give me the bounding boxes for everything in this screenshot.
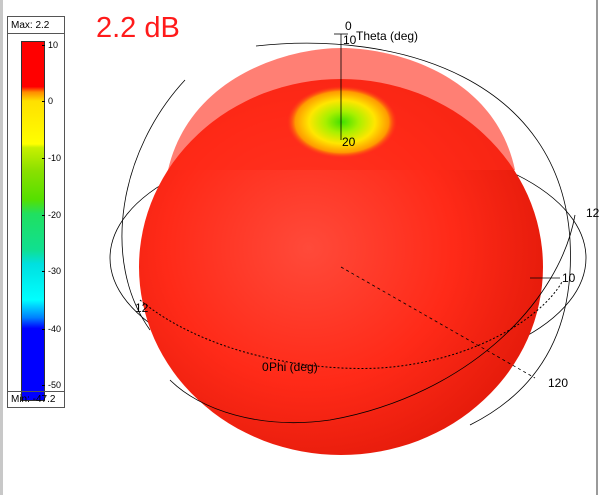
- legend-tick: -10: [41, 154, 61, 163]
- theta-ten-label: 10: [343, 33, 357, 47]
- phi-zero-label: 0: [262, 360, 269, 374]
- colorbar: [21, 41, 45, 401]
- phi-axis-label: Phi (deg): [269, 360, 318, 374]
- theta-20-label: 20: [342, 135, 356, 149]
- legend-divider-bottom: [8, 391, 64, 392]
- label-120-right: 120: [548, 376, 568, 390]
- legend-tick: 10: [41, 41, 58, 50]
- legend-tick: -40: [41, 325, 61, 334]
- theta-circle-back: [255, 42, 571, 426]
- legend-tick: 0: [41, 97, 53, 106]
- label-12-right: 12: [586, 206, 600, 220]
- label-10-right: 10: [562, 271, 576, 285]
- legend-min-label: Min: -47.2: [11, 394, 56, 405]
- label-12-left: 12: [135, 301, 149, 315]
- legend-tick: -20: [41, 211, 61, 220]
- legend-divider-top: [8, 33, 64, 34]
- legend-max-label: Max: 2.2: [11, 20, 50, 31]
- phi-ring-front: [139, 281, 563, 369]
- phi-axis: [340, 266, 536, 379]
- legend-tick: -30: [41, 267, 61, 276]
- legend-tick: -50: [41, 381, 61, 390]
- theta-circle-front: [169, 214, 576, 423]
- peak-gain-readout: 2.2 dB: [96, 12, 180, 44]
- color-scale-legend: Max: 2.2 10 0 -10 -20 -30 -40 -50 Min: -…: [7, 16, 65, 408]
- theta-zero-label: 0: [345, 19, 352, 33]
- theta-circle-left: [121, 79, 186, 331]
- theta-axis-label: Theta (deg): [356, 29, 418, 43]
- pattern-null-dimple: [287, 86, 397, 158]
